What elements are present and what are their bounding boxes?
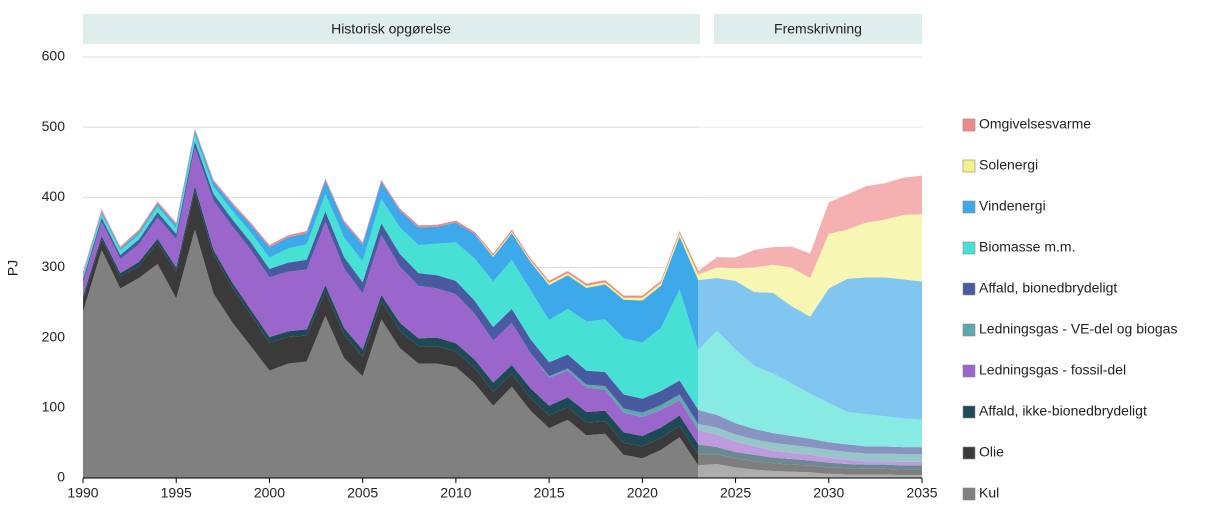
x-tick-label: 2015 (534, 485, 565, 501)
x-tick-label: 1990 (67, 485, 98, 501)
legend-swatch (962, 446, 976, 460)
x-tick-label: 2010 (440, 485, 471, 501)
y-tick-label: 200 (42, 328, 66, 344)
x-tick-label: 2030 (813, 485, 844, 501)
header-band (83, 14, 700, 44)
area (83, 229, 922, 478)
x-tick-label: 1995 (161, 485, 192, 501)
area (83, 130, 922, 420)
x-tick-label: 2020 (627, 485, 658, 501)
legend-swatch (962, 323, 976, 337)
area (83, 134, 922, 448)
y-tick-label: 100 (42, 399, 66, 415)
y-tick-label: 0 (57, 469, 65, 485)
area (83, 147, 922, 466)
header-label: Historisk opgørelse (331, 21, 451, 37)
area (83, 130, 922, 317)
header-band (714, 14, 922, 44)
x-tick-label: 2035 (906, 485, 937, 501)
legend-label: Olie (979, 444, 1004, 460)
legend-label: Vindenergi (979, 198, 1046, 214)
legend-label: Affald, ikke-bionedbrydeligt (979, 403, 1147, 419)
y-tick-label: 500 (42, 118, 66, 134)
legend-swatch (962, 159, 976, 173)
y-tick-label: 300 (42, 258, 66, 274)
x-tick-label: 2025 (720, 485, 751, 501)
legend-label: Biomasse m.m. (979, 239, 1075, 255)
legend-swatch (962, 405, 976, 419)
legend-label: Ledningsgas - fossil-del (979, 362, 1126, 378)
legend-label: Kul (979, 485, 999, 501)
y-tick-label: 400 (42, 188, 66, 204)
y-tick-label: 600 (42, 48, 66, 64)
legend-label: Affald, bionedbrydeligt (979, 280, 1117, 296)
header-label: Fremskrivning (774, 21, 862, 37)
area (83, 191, 922, 476)
legend-swatch (962, 364, 976, 378)
y-axis-label: PJ (5, 260, 21, 276)
x-tick-label: 2005 (347, 485, 378, 501)
legend-label: Omgivelsesvarme (979, 116, 1091, 132)
legend-label: Solenergi (979, 157, 1038, 173)
legend-swatch (962, 200, 976, 214)
legend-label: Ledningsgas - VE-del og biogas (979, 321, 1177, 337)
legend-swatch (962, 118, 976, 132)
projection-overlay (698, 50, 922, 478)
legend-swatch (962, 487, 976, 501)
legend-swatch (962, 241, 976, 255)
x-tick-label: 2000 (254, 485, 285, 501)
legend-swatch (962, 282, 976, 296)
